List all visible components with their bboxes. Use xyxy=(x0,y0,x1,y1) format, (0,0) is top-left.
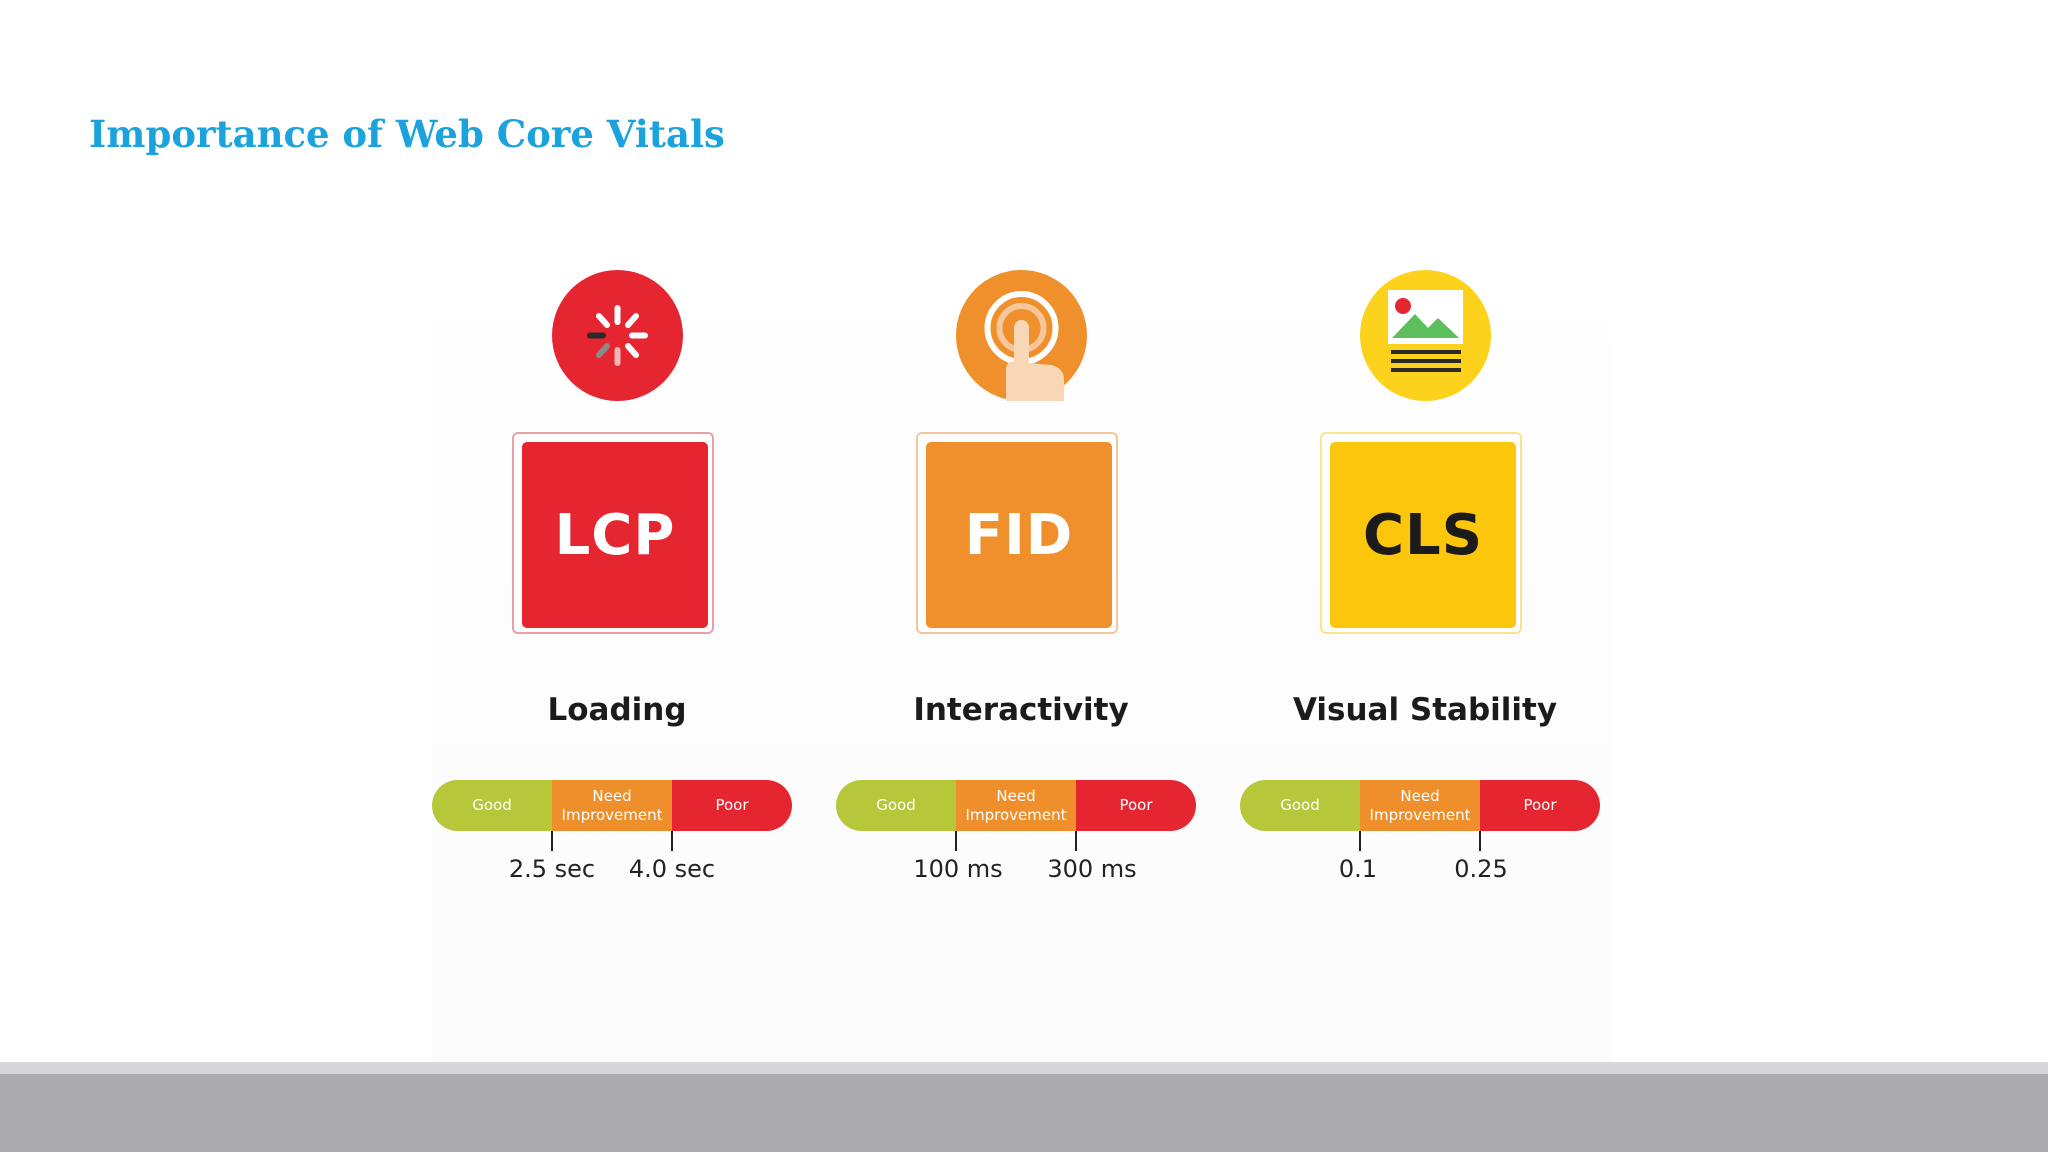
threshold-low: 2.5 sec xyxy=(508,855,596,883)
scale-need-improvement: Need Improvement xyxy=(552,780,672,831)
threshold-high: 4.0 sec xyxy=(628,855,716,883)
cls-badge-frame: CLS xyxy=(1320,432,1522,634)
metric-label-interactivity: Interactivity xyxy=(913,692,1129,728)
scale-poor: Poor xyxy=(672,780,792,831)
cls-badge: CLS xyxy=(1330,442,1516,628)
core-vitals-graphic: LCP Loading Good Need Improvement Poor 2.… xyxy=(432,250,1612,1070)
tick-mark xyxy=(955,831,957,851)
image-layout-icon xyxy=(1360,270,1491,401)
loading-spinner-icon xyxy=(552,270,683,401)
scale-good: Good xyxy=(836,780,956,831)
tick-mark xyxy=(551,831,553,851)
tick-mark xyxy=(671,831,673,851)
scale-good: Good xyxy=(432,780,552,831)
tick-mark xyxy=(1479,831,1481,851)
threshold-low: 0.1 xyxy=(1338,855,1378,883)
scale-need-improvement: Need Improvement xyxy=(1360,780,1480,831)
fid-badge: FID xyxy=(926,442,1112,628)
fid-badge-frame: FID xyxy=(916,432,1118,634)
tick-mark xyxy=(1075,831,1077,851)
fid-scale-bar: Good Need Improvement Poor xyxy=(836,780,1196,831)
footer-band-accent xyxy=(0,1062,2048,1074)
threshold-high: 300 ms xyxy=(1047,855,1137,883)
scale-good: Good xyxy=(1240,780,1360,831)
tap-finger-icon xyxy=(956,270,1087,401)
metric-label-visual-stability: Visual Stability xyxy=(1292,692,1558,728)
lcp-badge-frame: LCP xyxy=(512,432,714,634)
slide-title: Importance of Web Core Vitals xyxy=(89,112,725,156)
cls-scale-bar: Good Need Improvement Poor xyxy=(1240,780,1600,831)
threshold-low: 100 ms xyxy=(913,855,1003,883)
scale-poor: Poor xyxy=(1480,780,1600,831)
metric-label-loading: Loading xyxy=(547,692,687,728)
tick-mark xyxy=(1359,831,1361,851)
lcp-badge: LCP xyxy=(522,442,708,628)
threshold-high: 0.25 xyxy=(1454,855,1508,883)
scale-poor: Poor xyxy=(1076,780,1196,831)
lcp-scale-bar: Good Need Improvement Poor xyxy=(432,780,792,831)
scale-need-improvement: Need Improvement xyxy=(956,780,1076,831)
footer-band xyxy=(0,1074,2048,1152)
